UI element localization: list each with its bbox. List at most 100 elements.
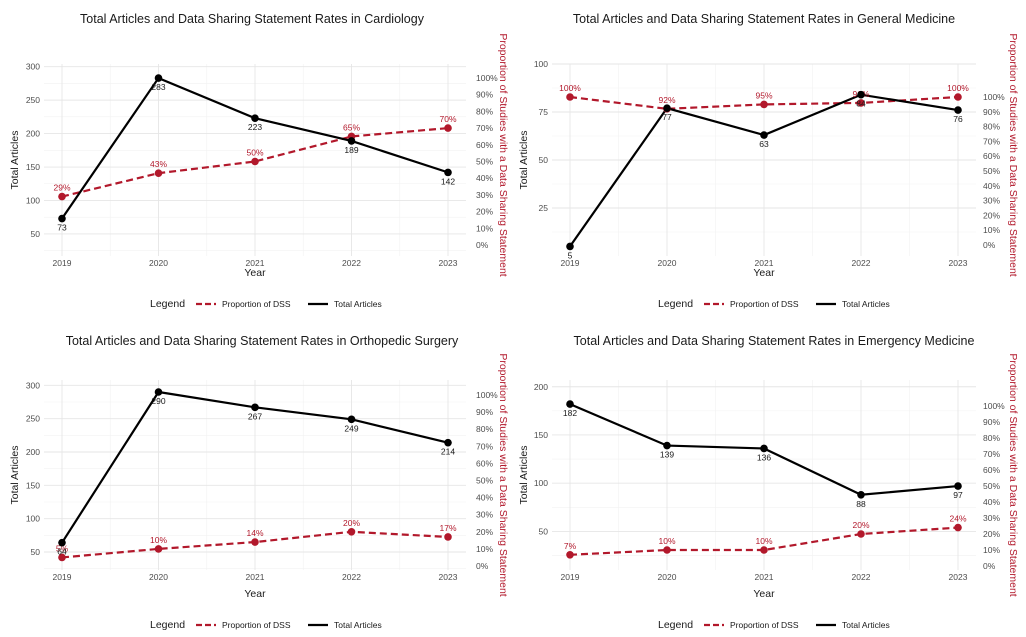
y-tick-label: 250 <box>26 95 40 105</box>
total-articles-data-label: 139 <box>660 450 674 460</box>
dss-point <box>251 538 259 546</box>
dss-point <box>663 546 671 554</box>
dss-data-label: 5% <box>56 543 69 553</box>
y2-tick-label: 60% <box>983 151 1000 161</box>
legend-title: Legend <box>150 619 185 631</box>
dss-data-label: 29% <box>53 183 70 193</box>
y-axis-label: Total Articles <box>9 131 21 190</box>
total-articles-point <box>444 168 452 177</box>
dss-point <box>347 528 356 536</box>
y2-tick-label: 10% <box>983 545 1000 555</box>
total-articles-data-label: 5 <box>568 250 573 260</box>
y-tick-label: 25 <box>539 203 549 213</box>
y2-tick-label: 100% <box>476 390 498 400</box>
total-articles-data-label: 223 <box>248 122 262 132</box>
total-articles-data-label: 76 <box>953 114 963 124</box>
dss-data-label: 65% <box>343 122 360 132</box>
total-articles-point <box>347 415 356 424</box>
x-tick-label: 2020 <box>149 258 168 268</box>
x-tick-label: 2023 <box>949 572 968 582</box>
y2-tick-label: 90% <box>983 107 1000 117</box>
y2-tick-label: 10% <box>983 225 1000 235</box>
y2-axis-label: Proportion of Studies with a Data Sharin… <box>1007 33 1019 276</box>
y-tick-label: 100 <box>26 514 40 524</box>
y2-tick-label: 0% <box>983 561 996 571</box>
y-tick-label: 100 <box>534 59 548 69</box>
chart-title: Total Articles and Data Sharing Statemen… <box>66 334 459 348</box>
y-tick-label: 150 <box>26 162 40 172</box>
dss-data-label: 95% <box>755 90 772 100</box>
y-tick-label: 100 <box>26 195 40 205</box>
y2-tick-label: 20% <box>476 207 493 217</box>
y2-tick-label: 30% <box>476 190 493 200</box>
y2-axis-label: Proportion of Studies with a Data Sharin… <box>1007 353 1019 596</box>
dss-point <box>954 93 962 101</box>
x-tick-label: 2022 <box>852 258 871 268</box>
x-tick-label: 2021 <box>755 258 774 268</box>
y-tick-label: 150 <box>26 480 40 490</box>
dss-point <box>251 157 259 166</box>
y2-tick-label: 50% <box>983 166 1000 176</box>
y-tick-label: 75 <box>539 107 549 117</box>
x-tick-label: 2022 <box>342 258 361 268</box>
y2-tick-label: 30% <box>476 510 493 520</box>
dss-data-label: 100% <box>947 83 969 93</box>
x-tick-label: 2020 <box>658 258 677 268</box>
x-tick-label: 2021 <box>246 572 265 582</box>
x-tick-label: 2023 <box>439 258 458 268</box>
dss-data-label: 20% <box>343 518 360 528</box>
y-axis-label: Total Articles <box>518 131 530 190</box>
legend: Legend Proportion of DSS Total Articles <box>658 619 890 631</box>
dss-point <box>566 551 574 559</box>
total-articles-data-label: 214 <box>441 447 455 457</box>
legend-title: Legend <box>150 298 185 310</box>
dss-data-label: 92% <box>658 95 675 105</box>
dss-series-line <box>61 127 449 198</box>
y2-tick-label: 10% <box>476 223 493 233</box>
dss-data-label: 7% <box>564 541 577 551</box>
total-articles-point <box>566 400 574 408</box>
total-articles-data-label: 290 <box>151 396 165 406</box>
y2-tick-label: 70% <box>476 441 493 451</box>
total-articles-point <box>566 242 574 251</box>
y2-tick-label: 70% <box>476 123 493 133</box>
total-articles-data-label: 97 <box>953 490 963 500</box>
total-articles-data-label: 84 <box>856 99 866 109</box>
x-tick-label: 2021 <box>246 258 265 268</box>
total-articles-point <box>857 490 865 499</box>
dss-point <box>566 93 574 101</box>
total-articles-data-label: 73 <box>57 223 67 233</box>
y2-tick-label: 60% <box>983 465 1000 475</box>
total-articles-point <box>760 444 768 453</box>
x-axis-label: Year <box>244 588 266 600</box>
y-axis-label: Total Articles <box>518 446 530 505</box>
y2-tick-label: 40% <box>983 181 1000 191</box>
y2-tick-label: 80% <box>476 424 493 434</box>
dss-point <box>760 546 768 554</box>
x-tick-label: 2023 <box>949 258 968 268</box>
dss-data-label: 100% <box>559 83 581 93</box>
dss-point <box>857 99 865 107</box>
x-tick-label: 2019 <box>53 258 72 268</box>
dss-data-label: 20% <box>852 520 869 530</box>
total-articles-data-label: 182 <box>563 408 577 418</box>
x-tick-label: 2020 <box>658 572 677 582</box>
total-articles-data-label: 64 <box>57 547 67 557</box>
dss-data-label: 70% <box>439 114 456 124</box>
legend-title: Legend <box>658 298 693 310</box>
y2-tick-label: 50% <box>983 481 1000 491</box>
legend-dss-label: Proportion of DSS <box>730 620 799 630</box>
dss-point <box>444 124 452 132</box>
dss-point <box>760 100 768 109</box>
y2-tick-label: 100% <box>476 73 498 83</box>
y-tick-label: 200 <box>26 129 40 139</box>
dss-point <box>444 533 452 541</box>
total-articles-data-label: 136 <box>757 452 771 462</box>
total-articles-data-label: 267 <box>248 411 262 421</box>
y2-axis-label: Proportion of Studies with a Data Sharin… <box>497 33 509 276</box>
dss-data-label: 14% <box>246 528 263 538</box>
total-articles-data-label: 283 <box>151 82 165 92</box>
dss-point <box>58 192 66 201</box>
legend-dss-label: Proportion of DSS <box>222 299 291 309</box>
x-axis-label: Year <box>753 588 775 600</box>
